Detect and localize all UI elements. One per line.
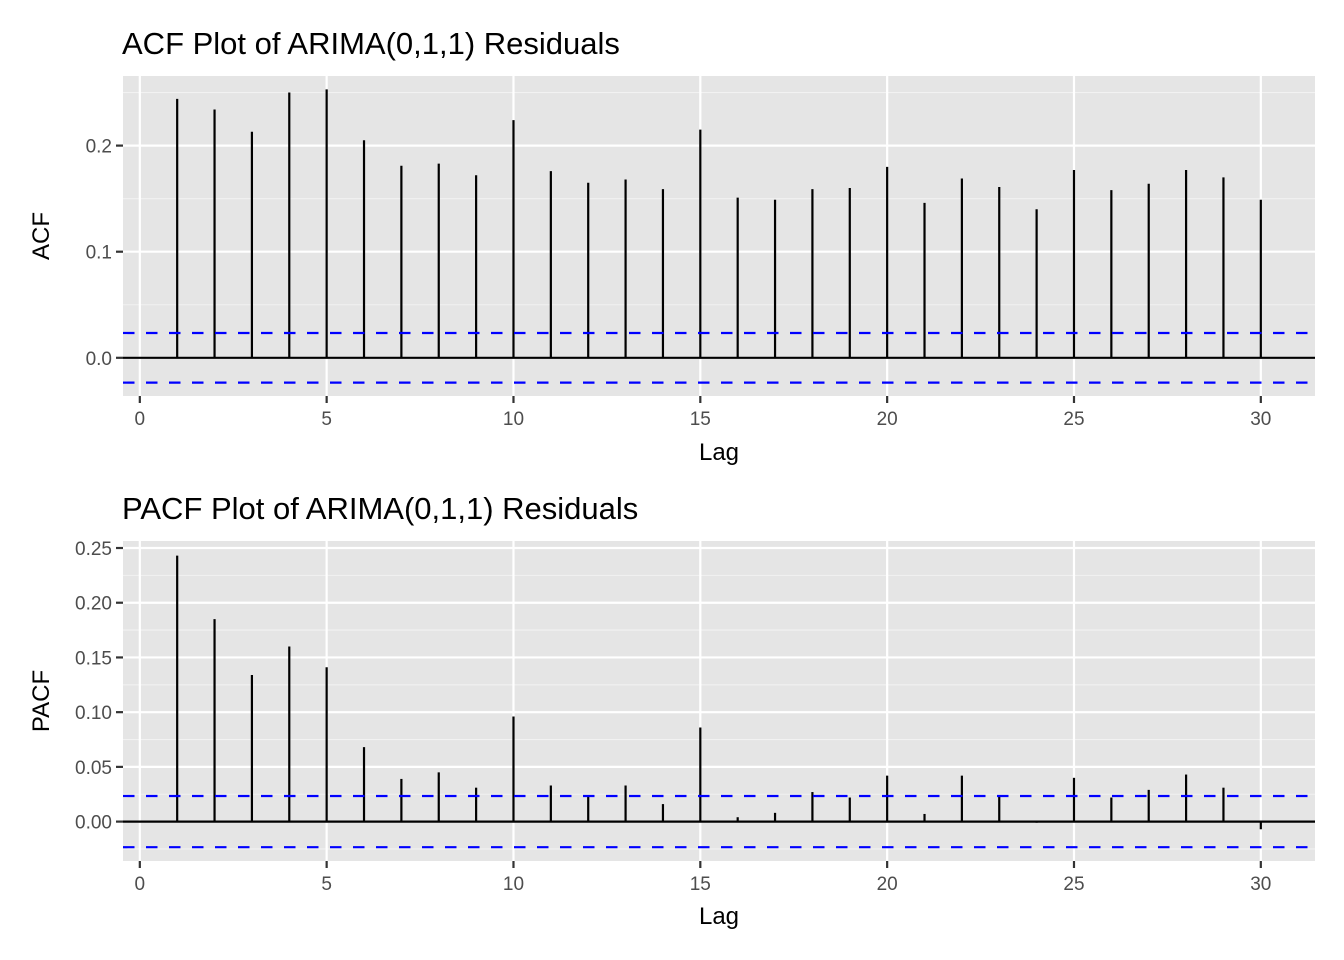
acf-panel: 0.0 0.1 0.2 0 5 10 15 20 25 30 ACF Plot of ARIMA(0… [28,26,1315,466]
pacf-x-tick-label: 25 [1063,874,1084,895]
acf-x-axis-title: Lag [699,439,739,466]
pacf-x-tick-label: 15 [690,874,711,895]
acf-x-tick-label: 20 [877,409,898,430]
pacf-x-tick-label: 10 [503,874,524,895]
pacf-plot-area: 0.00 0.05 0.10 0.15 0.20 0.25 0 5 10 15 20 25 30 [75,539,1315,895]
acf-title: ACF Plot of ARIMA(0,1,1) Residuals [122,26,620,61]
acf-y-tick-label: 0.2 [86,137,112,158]
pacf-x-tick-label: 20 [877,874,898,895]
pacf-y-tick-label: 0.20 [75,594,112,615]
acf-x-tick-label: 15 [690,409,711,430]
acf-y-tick-label: 0.1 [86,243,112,264]
pacf-panel: 0.00 0.05 0.10 0.15 0.20 0.25 0 5 10 15 20 25 30 PACF… [28,491,1315,930]
pacf-y-tick-label: 0.00 [75,813,112,834]
pacf-panel-background [123,541,1315,861]
acf-x-tick-label: 30 [1250,409,1271,430]
acf-y-tick-label: 0.0 [86,349,112,370]
pacf-x-axis-title: Lag [699,903,739,930]
acf-panel-background [123,76,1315,396]
acf-x-tick-label: 10 [503,409,524,430]
pacf-y-tick-label: 0.10 [75,703,112,724]
pacf-x-tick-label: 5 [321,874,332,895]
acf-x-tick-label: 0 [135,409,146,430]
pacf-y-tick-label: 0.15 [75,648,112,669]
pacf-title: PACF Plot of ARIMA(0,1,1) Residuals [122,491,638,526]
acf-x-tick-label: 25 [1063,409,1084,430]
acf-x-tick-label: 5 [321,409,332,430]
pacf-x-tick-label: 0 [135,874,146,895]
acf-plot-area: 0.0 0.1 0.2 0 5 10 15 20 25 30 [86,76,1315,430]
acf-y-axis-title: ACF [28,212,55,260]
pacf-x-tick-label: 30 [1250,874,1271,895]
pacf-y-tick-label: 0.05 [75,758,112,779]
pacf-y-axis-title: PACF [28,670,55,732]
pacf-y-tick-label: 0.25 [75,539,112,560]
